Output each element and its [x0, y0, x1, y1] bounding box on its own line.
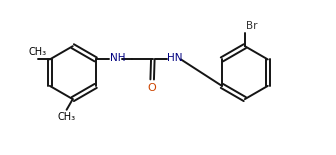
Text: Br: Br [246, 21, 258, 31]
Text: NH: NH [110, 53, 125, 63]
Text: O: O [148, 83, 157, 93]
Text: CH₃: CH₃ [29, 47, 47, 57]
Text: HN: HN [167, 53, 183, 63]
Text: CH₃: CH₃ [57, 112, 76, 122]
